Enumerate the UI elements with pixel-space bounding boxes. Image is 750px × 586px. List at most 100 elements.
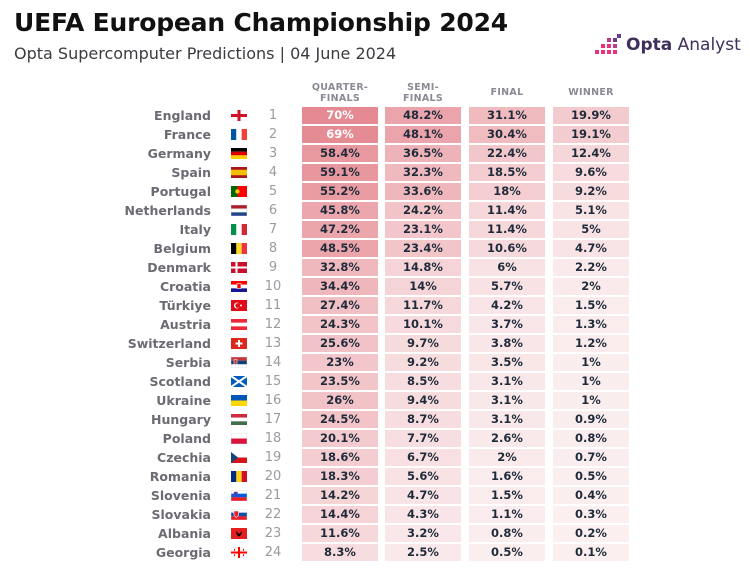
table-row: Albania 23 11.6% 3.2% 0.8% 0.2% bbox=[0, 524, 750, 543]
cell-sf: 48.2% bbox=[385, 107, 461, 124]
cell-qf: 23% bbox=[302, 354, 378, 371]
cell-winner: 9.6% bbox=[553, 164, 629, 181]
cell-sf: 4.3% bbox=[385, 506, 461, 523]
team-rank: 2 bbox=[268, 127, 278, 142]
opta-dots-icon bbox=[595, 34, 621, 54]
team-name: England bbox=[154, 108, 211, 123]
table-row: England 1 70% 48.2% 31.1% 19.9% bbox=[0, 106, 750, 125]
cell-winner: 1% bbox=[553, 354, 629, 371]
cell-final: 11.4% bbox=[469, 202, 545, 219]
cell-winner: 0.7% bbox=[553, 449, 629, 466]
cell-final: 0.8% bbox=[469, 525, 545, 542]
cell-final: 3.7% bbox=[469, 316, 545, 333]
cell-sf: 14% bbox=[385, 278, 461, 295]
table-row: Türkiye 11 27.4% 11.7% 4.2% 1.5% bbox=[0, 296, 750, 315]
logo-text-light: Analyst bbox=[677, 35, 741, 55]
cell-qf: 11.6% bbox=[302, 525, 378, 542]
cell-qf: 20.1% bbox=[302, 430, 378, 447]
team-rank: 16 bbox=[264, 393, 282, 408]
cell-qf: 18.3% bbox=[302, 468, 378, 485]
team-name: Slovenia bbox=[150, 488, 211, 503]
cell-final: 3.8% bbox=[469, 335, 545, 352]
cell-qf: 48.5% bbox=[302, 240, 378, 257]
france-flag-icon bbox=[231, 129, 247, 140]
team-rank: 20 bbox=[264, 469, 282, 484]
cell-winner: 1.3% bbox=[553, 316, 629, 333]
scotland-flag-icon bbox=[231, 376, 247, 387]
team-rank: 5 bbox=[268, 184, 278, 199]
belgium-flag-icon bbox=[231, 243, 247, 254]
cell-qf: 45.8% bbox=[302, 202, 378, 219]
turkiye-flag-icon bbox=[231, 300, 247, 311]
cell-final: 6% bbox=[469, 259, 545, 276]
slovenia-flag-icon bbox=[231, 490, 247, 501]
team-rank: 21 bbox=[264, 488, 282, 503]
column-header-final: FINAL bbox=[469, 87, 545, 98]
logo-text: Opta Analyst bbox=[626, 35, 741, 55]
cell-winner: 0.4% bbox=[553, 487, 629, 504]
table-row: Austria 12 24.3% 10.1% 3.7% 1.3% bbox=[0, 315, 750, 334]
slovakia-flag-icon bbox=[231, 509, 247, 520]
team-name: Albania bbox=[158, 526, 211, 541]
cell-sf: 23.1% bbox=[385, 221, 461, 238]
table-row: Romania 20 18.3% 5.6% 1.6% 0.5% bbox=[0, 467, 750, 486]
england-flag-icon bbox=[231, 110, 247, 121]
cell-winner: 0.1% bbox=[553, 544, 629, 561]
cell-sf: 3.2% bbox=[385, 525, 461, 542]
cell-sf: 24.2% bbox=[385, 202, 461, 219]
cell-qf: 23.5% bbox=[302, 373, 378, 390]
team-name: Italy bbox=[179, 222, 212, 237]
cell-sf: 14.8% bbox=[385, 259, 461, 276]
column-header-winner: WINNER bbox=[553, 87, 629, 98]
column-header-line: FINALS bbox=[402, 93, 444, 104]
cell-qf: 70% bbox=[302, 107, 378, 124]
cell-sf: 9.2% bbox=[385, 354, 461, 371]
cell-final: 18% bbox=[469, 183, 545, 200]
cell-winner: 2.2% bbox=[553, 259, 629, 276]
cell-final: 3.1% bbox=[469, 392, 545, 409]
cell-qf: 18.6% bbox=[302, 449, 378, 466]
cell-sf: 9.7% bbox=[385, 335, 461, 352]
team-name: Georgia bbox=[155, 545, 211, 560]
cell-sf: 32.3% bbox=[385, 164, 461, 181]
table-row: Serbia 14 23% 9.2% 3.5% 1% bbox=[0, 353, 750, 372]
serbia-flag-icon bbox=[231, 357, 247, 368]
table-row: Germany 3 58.4% 36.5% 22.4% 12.4% bbox=[0, 144, 750, 163]
opta-analyst-logo: Opta Analyst bbox=[595, 34, 741, 56]
team-rank: 13 bbox=[264, 336, 282, 351]
column-header-line: FINAL bbox=[490, 87, 524, 98]
team-name: Switzerland bbox=[127, 336, 211, 351]
team-name: Hungary bbox=[151, 412, 211, 427]
team-rank: 10 bbox=[264, 279, 282, 294]
cell-final: 31.1% bbox=[469, 107, 545, 124]
cell-sf: 7.7% bbox=[385, 430, 461, 447]
cell-qf: 34.4% bbox=[302, 278, 378, 295]
team-name: Ukraine bbox=[156, 393, 211, 408]
table-row: Slovenia 21 14.2% 4.7% 1.5% 0.4% bbox=[0, 486, 750, 505]
cell-winner: 0.5% bbox=[553, 468, 629, 485]
cell-qf: 47.2% bbox=[302, 221, 378, 238]
cell-final: 3.1% bbox=[469, 411, 545, 428]
cell-sf: 5.6% bbox=[385, 468, 461, 485]
cell-sf: 8.5% bbox=[385, 373, 461, 390]
table-row: France 2 69% 48.1% 30.4% 19.1% bbox=[0, 125, 750, 144]
cell-winner: 0.3% bbox=[553, 506, 629, 523]
team-name: Romania bbox=[149, 469, 211, 484]
table-row: Portugal 5 55.2% 33.6% 18% 9.2% bbox=[0, 182, 750, 201]
cell-sf: 2.5% bbox=[385, 544, 461, 561]
table-row: Switzerland 13 25.6% 9.7% 3.8% 1.2% bbox=[0, 334, 750, 353]
table-row: Netherlands 6 45.8% 24.2% 11.4% 5.1% bbox=[0, 201, 750, 220]
team-rank: 24 bbox=[264, 545, 282, 560]
team-name: Belgium bbox=[153, 241, 211, 256]
team-name: Serbia bbox=[165, 355, 211, 370]
cell-final: 5.7% bbox=[469, 278, 545, 295]
cell-final: 1.6% bbox=[469, 468, 545, 485]
team-rank: 22 bbox=[264, 507, 282, 522]
cell-qf: 26% bbox=[302, 392, 378, 409]
table-row: Denmark 9 32.8% 14.8% 6% 2.2% bbox=[0, 258, 750, 277]
cell-sf: 36.5% bbox=[385, 145, 461, 162]
team-rank: 3 bbox=[268, 146, 278, 161]
cell-final: 2.6% bbox=[469, 430, 545, 447]
czechia-flag-icon bbox=[231, 452, 247, 463]
team-rank: 15 bbox=[264, 374, 282, 389]
